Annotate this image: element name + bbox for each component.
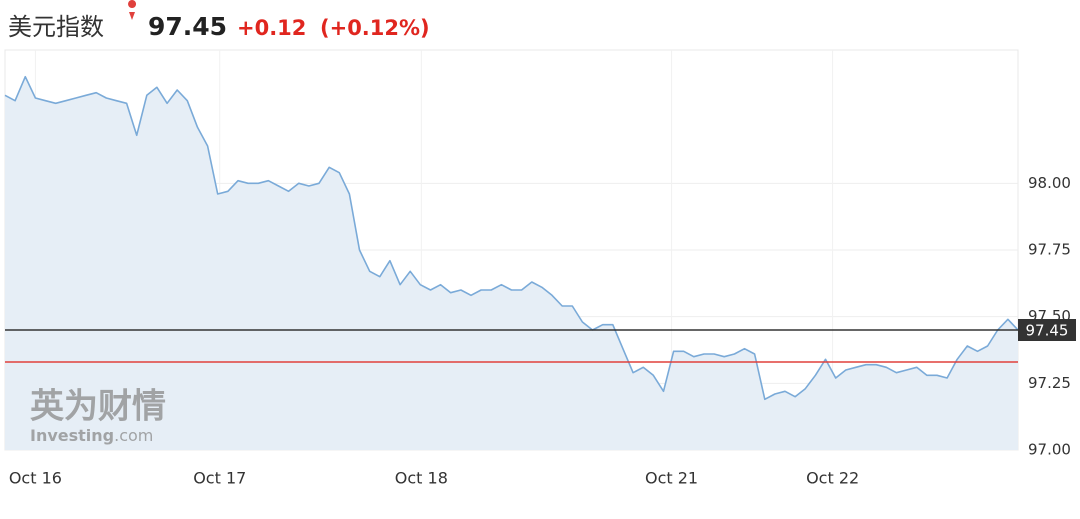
change: +0.12 [237, 16, 306, 40]
y-tick-label: 97.25 [1028, 374, 1071, 392]
x-tick-label: Oct 21 [645, 469, 698, 488]
price: 97.45 [148, 12, 227, 41]
y-tick-label: 97.75 [1028, 241, 1071, 259]
price-tag [1018, 319, 1076, 341]
x-tick-label: Oct 22 [806, 469, 859, 488]
watermark-en: Investing.com [30, 426, 153, 445]
x-tick-label: Oct 16 [9, 469, 62, 488]
flag-icon [128, 0, 137, 20]
price-tag-label: 97.45 [1026, 322, 1069, 340]
watermark-suffix: .com [114, 426, 153, 445]
watermark-brand: Investing [30, 426, 114, 445]
index-name: 美元指数 [8, 13, 104, 41]
y-tick-label: 98.00 [1028, 174, 1071, 192]
change-pct: (+0.12%) [320, 16, 430, 40]
price-line [4, 75, 1019, 401]
watermark-cn: 英为财情 [30, 387, 166, 427]
x-tick-label: Oct 18 [395, 469, 448, 488]
x-tick-label: Oct 17 [193, 469, 246, 488]
y-tick-label: 97.00 [1028, 441, 1071, 459]
area-fill [5, 76, 1018, 450]
